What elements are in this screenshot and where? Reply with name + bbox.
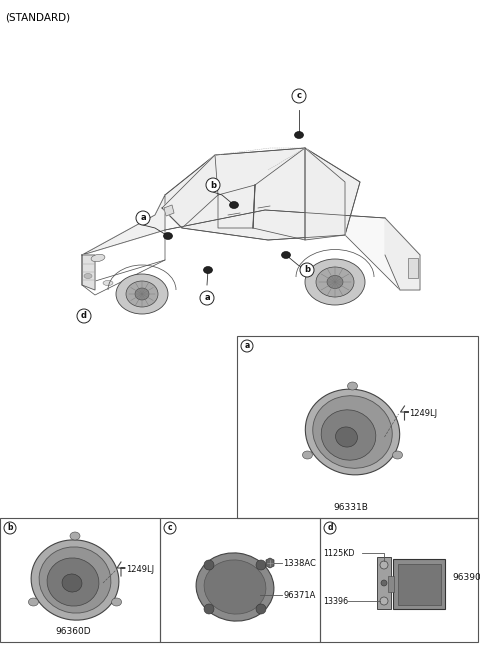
Bar [408,258,418,278]
Circle shape [200,291,214,305]
Polygon shape [82,255,95,290]
Ellipse shape [348,382,358,390]
Ellipse shape [204,267,213,273]
Text: b: b [304,265,310,275]
Text: 96331B: 96331B [333,503,368,512]
Circle shape [256,560,266,570]
Text: d: d [327,524,333,533]
Ellipse shape [336,427,358,447]
Ellipse shape [62,574,82,592]
FancyBboxPatch shape [393,559,445,609]
Polygon shape [82,195,165,255]
Ellipse shape [126,281,158,307]
FancyBboxPatch shape [397,564,441,604]
Text: c: c [168,524,172,533]
Text: 1249LJ: 1249LJ [126,566,154,574]
Ellipse shape [393,451,403,459]
Polygon shape [162,155,218,228]
Ellipse shape [321,410,376,460]
Ellipse shape [111,598,121,606]
Circle shape [241,340,253,352]
Ellipse shape [164,233,172,240]
Ellipse shape [327,275,343,288]
Polygon shape [164,205,174,216]
Text: 1338AC: 1338AC [283,558,316,568]
Bar [0,518,160,642]
Text: 1125KD: 1125KD [323,549,355,558]
Ellipse shape [196,553,274,621]
Circle shape [300,263,314,277]
Polygon shape [385,218,420,290]
Text: 1249LJ: 1249LJ [409,409,438,419]
Text: a: a [140,214,146,223]
Circle shape [381,562,387,568]
Ellipse shape [229,202,239,208]
Text: 96390: 96390 [452,574,480,583]
Circle shape [381,598,387,604]
Circle shape [380,597,388,605]
Circle shape [292,89,306,103]
Ellipse shape [91,254,105,261]
Text: b: b [210,181,216,189]
Text: d: d [81,311,87,321]
Circle shape [136,211,150,225]
Bar [320,518,478,642]
Ellipse shape [313,396,392,468]
Text: a: a [204,294,210,302]
Text: (STANDARD): (STANDARD) [5,12,70,22]
Ellipse shape [302,451,312,459]
Text: 96371A: 96371A [283,591,315,599]
Ellipse shape [28,598,38,606]
Text: c: c [297,91,301,101]
Circle shape [256,604,266,614]
Ellipse shape [31,540,119,620]
Text: a: a [244,342,250,350]
Ellipse shape [116,274,168,314]
Bar [160,518,320,642]
Circle shape [324,522,336,534]
Polygon shape [305,148,345,240]
Ellipse shape [305,259,365,305]
Text: b: b [7,524,13,533]
Ellipse shape [316,267,354,297]
Ellipse shape [39,547,111,613]
Bar [377,557,391,609]
Polygon shape [266,558,274,568]
Ellipse shape [135,288,149,300]
Circle shape [4,522,16,534]
Ellipse shape [281,252,290,258]
Circle shape [380,561,388,569]
Ellipse shape [84,273,92,279]
Ellipse shape [47,558,99,606]
Circle shape [77,309,91,323]
Ellipse shape [103,281,113,286]
Bar [237,336,478,518]
Circle shape [164,522,176,534]
Text: 13396: 13396 [323,597,348,606]
Ellipse shape [70,532,80,540]
Bar [388,576,394,592]
Circle shape [206,178,220,192]
Polygon shape [82,148,420,290]
Polygon shape [162,148,360,240]
Ellipse shape [295,131,303,139]
Circle shape [204,604,214,614]
Circle shape [204,560,214,570]
Ellipse shape [204,560,266,614]
Text: 96360D: 96360D [55,627,91,637]
Circle shape [381,580,387,586]
Ellipse shape [305,389,400,475]
